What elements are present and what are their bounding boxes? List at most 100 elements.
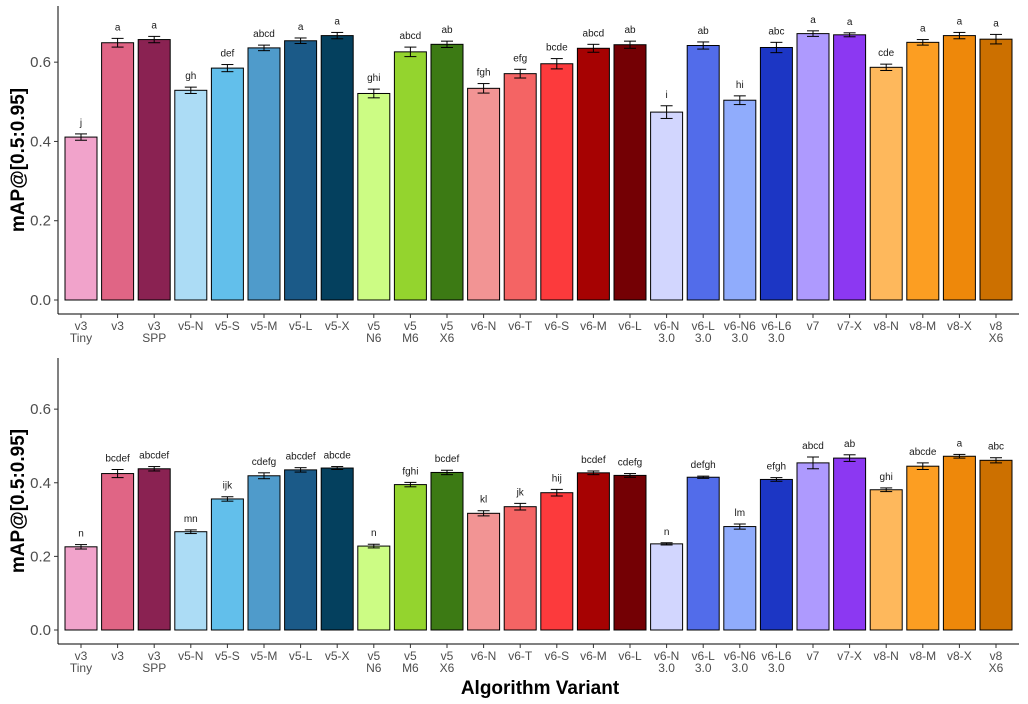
bar — [759, 478, 793, 631]
error-bar — [404, 46, 417, 58]
y-axis-title: mAP@[0.5:0.95] — [8, 429, 29, 573]
bar — [467, 87, 501, 301]
bar — [686, 476, 720, 631]
y-axis-title: mAP@[0.5:0.95] — [8, 88, 29, 232]
bar — [101, 473, 135, 631]
significance-label: abcd — [253, 29, 275, 40]
significance-label: bcdef — [581, 455, 606, 466]
x-tick-label: v5-X — [325, 649, 350, 663]
y-tick-label: 0.6 — [30, 401, 51, 418]
x-tick-label: v6-L6 — [761, 319, 791, 333]
error-bar — [111, 469, 124, 479]
bar — [686, 45, 720, 301]
x-tick-label: v6-T — [508, 649, 533, 663]
y-tick-label: 0.2 — [30, 213, 51, 230]
error-bar — [441, 469, 453, 476]
x-tick-label: v8 — [990, 319, 1003, 333]
bar — [613, 44, 647, 301]
significance-label: a — [920, 24, 926, 35]
x-tick-label: v8-X — [947, 319, 972, 333]
significance-label: lm — [735, 508, 746, 519]
x-tick-label: v8-M — [909, 319, 936, 333]
significance-label: cde — [878, 48, 895, 59]
y-tick-label: 0.4 — [30, 475, 51, 492]
significance-label: a — [810, 15, 816, 26]
x-tick-label: v6-L — [692, 319, 716, 333]
bar — [101, 42, 135, 301]
x-tick-label: v7-X — [837, 649, 862, 663]
x-tick-label: v6-N — [654, 649, 679, 663]
x-tick-label: v6-M — [580, 319, 607, 333]
significance-label: mn — [184, 514, 198, 525]
significance-label: abcd — [802, 441, 824, 452]
significance-label: a — [957, 16, 963, 27]
error-bar — [697, 475, 710, 479]
significance-label: jk — [516, 487, 525, 498]
error-bar — [953, 453, 966, 459]
significance-label: gh — [185, 71, 196, 82]
error-bar — [990, 457, 1002, 464]
significance-label: ab — [441, 25, 453, 36]
y-tick-label: 0.2 — [30, 548, 51, 565]
error-bar — [660, 542, 673, 546]
bar — [393, 51, 427, 301]
bar — [833, 34, 867, 301]
x-tick-label: M6 — [402, 661, 419, 675]
significance-label: efg — [513, 53, 527, 64]
error-bar — [367, 543, 380, 549]
error-bar — [770, 41, 783, 54]
bar — [284, 469, 318, 631]
x-tick-label: v5-M — [251, 649, 278, 663]
x-tick-label: Tiny — [70, 661, 92, 675]
x-tick-label: v3 — [148, 319, 161, 333]
x-tick-label: v5-L — [289, 319, 313, 333]
x-tick-label: X6 — [989, 661, 1004, 675]
x-tick-label: v3 — [111, 319, 124, 333]
significance-label: hij — [552, 473, 562, 484]
error-bar — [367, 88, 380, 99]
bar — [137, 468, 171, 631]
significance-label: defgh — [691, 460, 716, 471]
error-bar — [550, 58, 563, 70]
significance-label: a — [298, 22, 304, 33]
bar — [210, 67, 244, 301]
significance-label: efgh — [767, 462, 786, 473]
error-bar — [807, 30, 819, 37]
error-bar — [880, 63, 893, 71]
x-tick-label: v5-N — [178, 319, 203, 333]
x-tick-label: X6 — [440, 331, 455, 345]
bar — [942, 35, 976, 301]
x-tick-label: v5-M — [251, 319, 278, 333]
bar — [503, 73, 537, 301]
x-tick-label: v5-S — [215, 649, 240, 663]
x-tick-label: 3.0 — [731, 331, 748, 345]
x-tick-label: v3 — [75, 649, 88, 663]
x-tick-label: v3 — [111, 649, 124, 663]
bar — [393, 484, 427, 631]
x-tick-label: v7 — [807, 649, 820, 663]
significance-label: def — [220, 49, 234, 60]
significance-label: a — [993, 18, 999, 29]
error-bar — [990, 33, 1002, 45]
x-tick-label: v6-L — [618, 649, 642, 663]
y-tick-label: 0.6 — [30, 54, 51, 71]
error-bar — [477, 83, 490, 94]
error-bar — [953, 31, 966, 40]
bar — [650, 111, 684, 301]
significance-label: n — [371, 528, 377, 539]
significance-label: i — [665, 90, 667, 101]
significance-label: ab — [698, 26, 710, 37]
x-tick-label: v8-N — [874, 319, 899, 333]
significance-label: a — [334, 16, 340, 27]
x-tick-label: 3.0 — [695, 331, 712, 345]
x-tick-label: v7 — [807, 319, 820, 333]
error-bar — [916, 462, 929, 471]
bar — [247, 475, 281, 631]
error-bar — [477, 510, 490, 517]
bar — [723, 99, 757, 301]
significance-label: a — [151, 20, 157, 31]
error-bar — [75, 544, 87, 550]
bar — [576, 47, 610, 301]
error-bar — [148, 466, 161, 472]
